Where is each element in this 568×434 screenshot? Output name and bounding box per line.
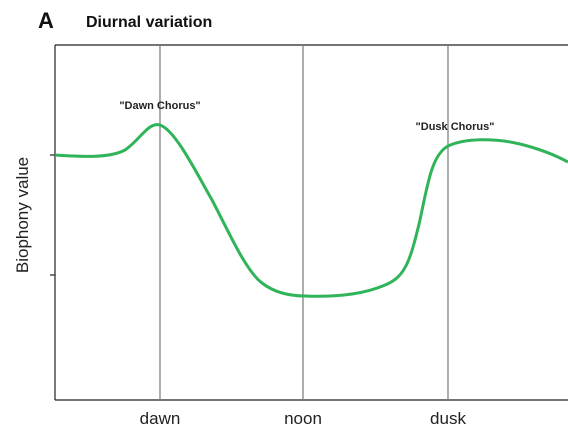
panel-label: A [38,8,54,33]
x-label: dawn [140,409,181,428]
x-label: noon [284,409,322,428]
biophony-curve [54,123,568,298]
title: Diurnal variation [86,14,212,31]
annotation: "Dusk Chorus" [416,121,495,133]
y-axis-label: Biophony value [13,157,32,273]
annotation: "Dawn Chorus" [119,100,200,112]
x-label: dusk [430,409,466,428]
